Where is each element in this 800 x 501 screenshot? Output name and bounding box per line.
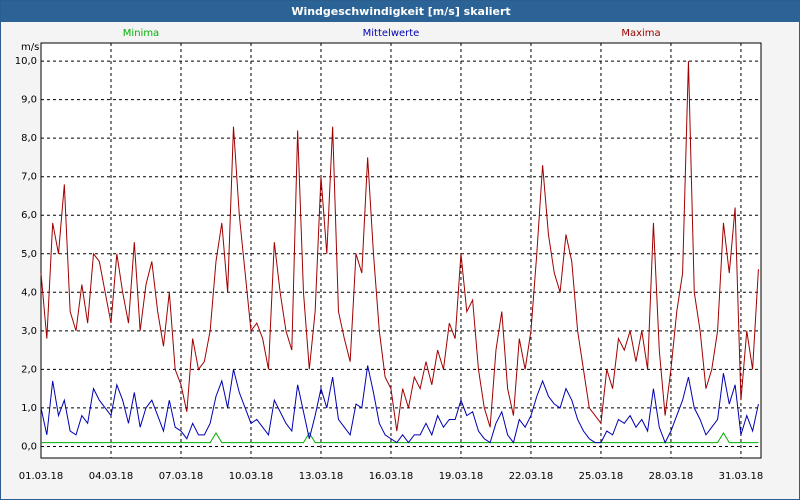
x-tick-label: 22.03.18: [509, 471, 554, 482]
y-tick-label: 7,0: [21, 172, 37, 183]
legend-label: Minima: [123, 28, 159, 39]
x-tick-label: 01.03.18: [19, 471, 64, 482]
y-tick-label: 8,0: [21, 133, 37, 144]
series-line: [40, 365, 759, 444]
x-tick-label: 25.03.18: [579, 471, 624, 482]
series-line: [40, 61, 759, 432]
x-tick-label: 07.03.18: [159, 471, 204, 482]
x-tick-label: 04.03.18: [89, 471, 134, 482]
x-tick-label: 31.03.18: [719, 471, 764, 482]
chart-title: Windgeschwindigkeit [m/s] skaliert: [291, 5, 510, 18]
x-tick-label: 28.03.18: [649, 471, 694, 482]
y-tick-label: 0,0: [21, 441, 37, 452]
y-tick-label: 5,0: [21, 249, 37, 260]
series-line: [41, 431, 759, 444]
x-tick-label: 10.03.18: [229, 471, 274, 482]
y-tick-label: 3,0: [21, 326, 37, 337]
x-tick-label: 13.03.18: [299, 471, 344, 482]
x-tick-label: 16.03.18: [369, 471, 414, 482]
y-tick-label: 2,0: [21, 364, 37, 375]
y-tick-label: 6,0: [21, 210, 37, 221]
y-tick-label: 1,0: [21, 403, 37, 414]
y-tick-label: 10,0: [15, 56, 37, 67]
y-tick-label: 4,0: [21, 287, 37, 298]
title-bar: [1, 1, 800, 22]
y-tick-label: 9,0: [21, 95, 37, 106]
legend-label: Mittelwerte: [363, 28, 420, 39]
y-axis-unit: m/s: [21, 42, 39, 53]
plot-area: [40, 42, 762, 459]
legend-label: Maxima: [621, 28, 660, 39]
x-tick-label: 19.03.18: [439, 471, 484, 482]
